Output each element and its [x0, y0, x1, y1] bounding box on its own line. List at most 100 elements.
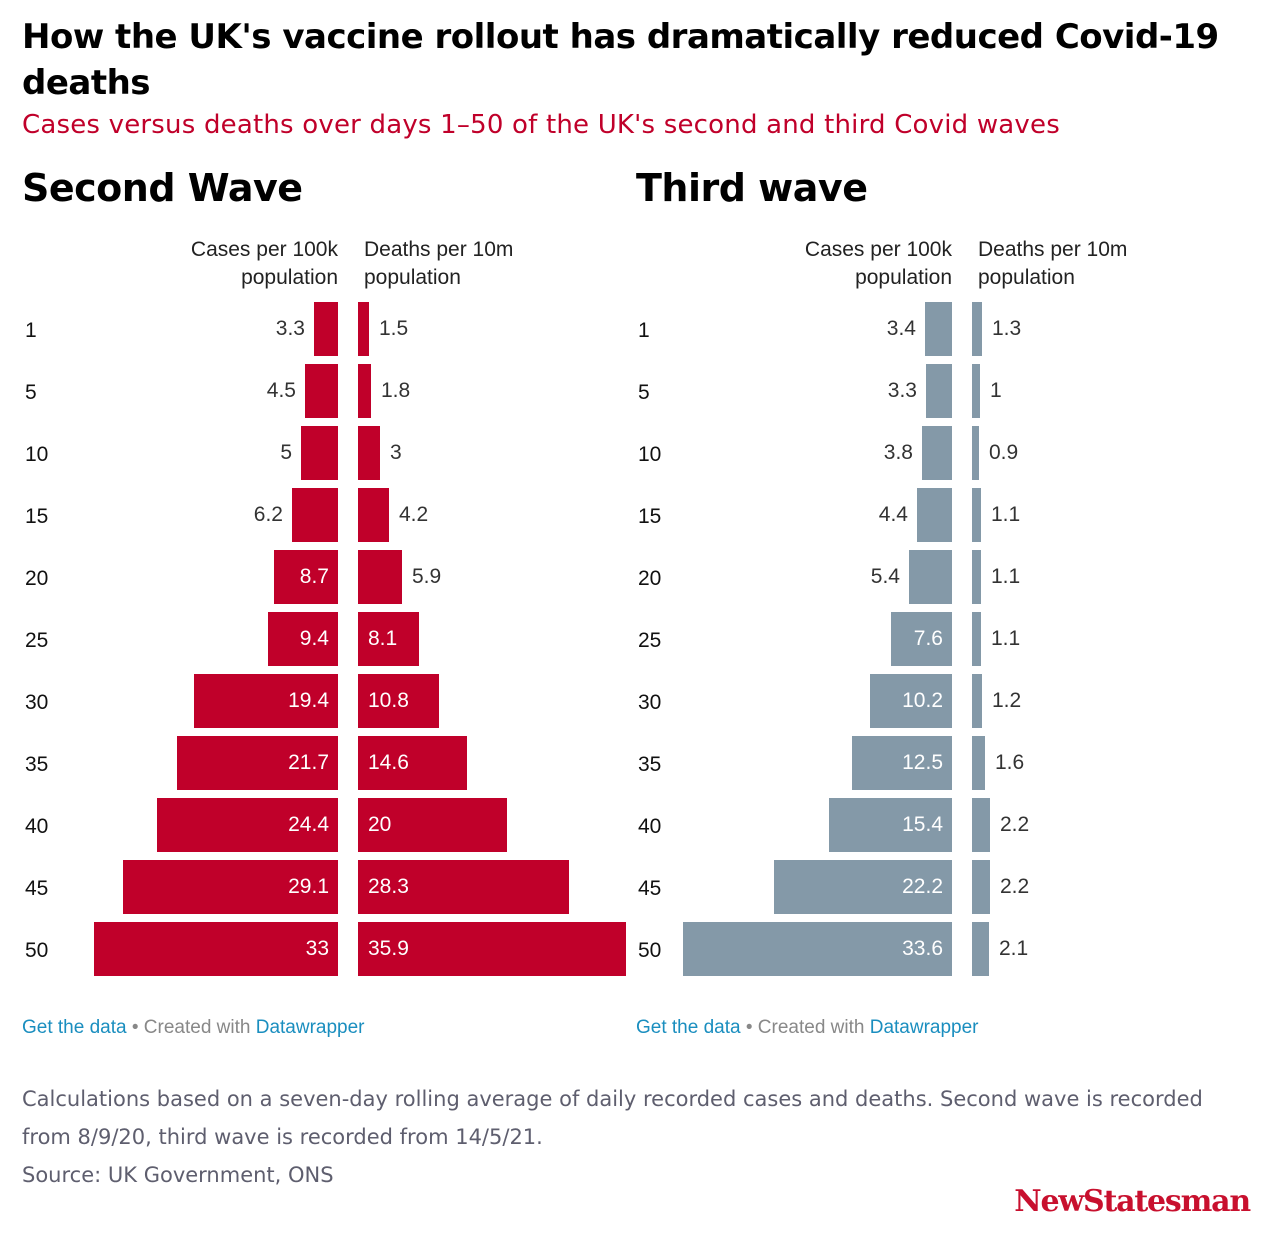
deaths-value-label: 2.2 — [1000, 875, 1030, 898]
deaths-bar — [972, 302, 982, 356]
cases-header-line-2: population — [241, 266, 338, 289]
cases-bar — [314, 302, 338, 356]
cases-bar — [274, 550, 338, 604]
deaths-bar — [358, 488, 389, 542]
row-label: 30 — [25, 691, 49, 714]
deaths-value-label: 20 — [368, 813, 392, 836]
cases-value-label: 6.2 — [253, 503, 283, 526]
get-the-data-link[interactable]: Get the data — [22, 1017, 127, 1038]
get-the-data-link[interactable]: Get the data — [636, 1017, 741, 1038]
deaths-value-label: 1.3 — [992, 317, 1022, 340]
cases-value-label: 10.2 — [902, 689, 943, 712]
deaths-value-label: 0.9 — [989, 441, 1019, 464]
row-label: 1 — [25, 319, 37, 342]
deaths-bar — [972, 860, 990, 914]
deaths-bar — [972, 798, 990, 852]
created-with-text: • Created with — [740, 1017, 870, 1038]
cases-value-label: 22.2 — [902, 875, 943, 898]
cases-bar — [268, 612, 338, 666]
deaths-value-label: 1.6 — [995, 751, 1025, 774]
deaths-value-label: 1.2 — [992, 689, 1022, 712]
row-label: 5 — [25, 381, 37, 404]
datawrapper-link[interactable]: Datawrapper — [869, 1017, 979, 1038]
deaths-header-line-1: Deaths per 10m — [978, 238, 1128, 261]
datawrapper-link[interactable]: Datawrapper — [255, 1017, 365, 1038]
row-label: 35 — [638, 753, 662, 776]
deaths-bar — [358, 550, 402, 604]
deaths-bar — [358, 302, 369, 356]
cases-header-line-1: Cases per 100k — [804, 238, 952, 261]
cases-value-label: 19.4 — [288, 689, 329, 712]
deaths-header-line-2: population — [978, 266, 1075, 289]
row-label: 50 — [638, 939, 662, 962]
chart-notes: Calculations based on a seven-day rollin… — [22, 1080, 1242, 1194]
deaths-value-label: 2.2 — [1000, 813, 1030, 836]
chart-title: How the UK's vaccine rollout has dramati… — [22, 17, 1219, 103]
third-wave-cases-header: Cases per 100k population — [652, 236, 952, 292]
second-wave-footer: Get the data • Created with Datawrapper — [22, 1017, 365, 1039]
cases-bar — [870, 674, 952, 728]
row-label: 10 — [25, 443, 49, 466]
deaths-value-label: 4.2 — [399, 503, 429, 526]
cases-bar — [891, 612, 952, 666]
deaths-value-label: 8.1 — [368, 627, 398, 650]
cases-value-label: 7.6 — [913, 627, 943, 650]
deaths-bar — [358, 860, 569, 914]
deaths-value-label: 1.1 — [991, 503, 1021, 526]
deaths-bar — [972, 364, 980, 418]
row-label: 15 — [638, 505, 662, 528]
methodology-note: Calculations based on a seven-day rollin… — [22, 1087, 1203, 1149]
cases-bar — [852, 736, 952, 790]
cases-value-label: 3.8 — [883, 441, 913, 464]
cases-value-label: 8.7 — [299, 565, 329, 588]
deaths-bar — [358, 736, 467, 790]
second-wave-title: Second Wave — [22, 166, 303, 210]
deaths-bar — [358, 612, 419, 666]
row-label: 40 — [638, 815, 662, 838]
row-label: 35 — [25, 753, 49, 776]
row-label: 10 — [638, 443, 662, 466]
row-label: 25 — [25, 629, 49, 652]
cases-value-label: 33.6 — [902, 937, 943, 960]
cases-bar — [829, 798, 952, 852]
source-note: Source: UK Government, ONS — [22, 1163, 334, 1187]
cases-header-line-1: Cases per 100k — [190, 238, 338, 261]
second-wave-deaths-header: Deaths per 10m population — [364, 236, 664, 292]
cases-bar — [774, 860, 952, 914]
deaths-value-label: 14.6 — [368, 751, 409, 774]
row-label: 15 — [25, 505, 49, 528]
chart-subtitle: Cases versus deaths over days 1–50 of th… — [22, 110, 1060, 140]
deaths-value-label: 2.1 — [999, 937, 1029, 960]
deaths-bar — [972, 922, 989, 976]
deaths-header-line-2: population — [364, 266, 461, 289]
cases-bar — [94, 922, 338, 976]
cases-value-label: 9.4 — [299, 627, 329, 650]
cases-value-label: 12.5 — [902, 751, 943, 774]
new-statesman-logo: NewStatesman — [1014, 1184, 1251, 1219]
row-label: 45 — [25, 877, 49, 900]
cases-value-label: 3.4 — [886, 317, 916, 340]
created-with-text: • Created with — [126, 1017, 256, 1038]
second-wave-cases-header: Cases per 100k population — [38, 236, 338, 292]
deaths-bar — [972, 612, 981, 666]
cases-bar — [909, 550, 952, 604]
deaths-bar — [972, 736, 985, 790]
third-wave-footer: Get the data • Created with Datawrapper — [636, 1017, 979, 1039]
cases-bar — [683, 922, 952, 976]
deaths-bar — [972, 426, 979, 480]
row-label: 30 — [638, 691, 662, 714]
cases-value-label: 24.4 — [288, 813, 329, 836]
cases-value-label: 5 — [280, 441, 292, 464]
third-wave-deaths-header: Deaths per 10m population — [978, 236, 1258, 292]
cases-bar — [123, 860, 338, 914]
cases-value-label: 5.4 — [870, 565, 900, 588]
deaths-bar — [972, 488, 981, 542]
deaths-value-label: 35.9 — [368, 937, 409, 960]
deaths-value-label: 10.8 — [368, 689, 409, 712]
deaths-value-label: 1.8 — [381, 379, 411, 402]
deaths-value-label: 5.9 — [412, 565, 442, 588]
row-label: 1 — [638, 319, 650, 342]
row-label: 20 — [25, 567, 49, 590]
deaths-value-label: 1.1 — [991, 627, 1021, 650]
row-label: 20 — [638, 567, 662, 590]
